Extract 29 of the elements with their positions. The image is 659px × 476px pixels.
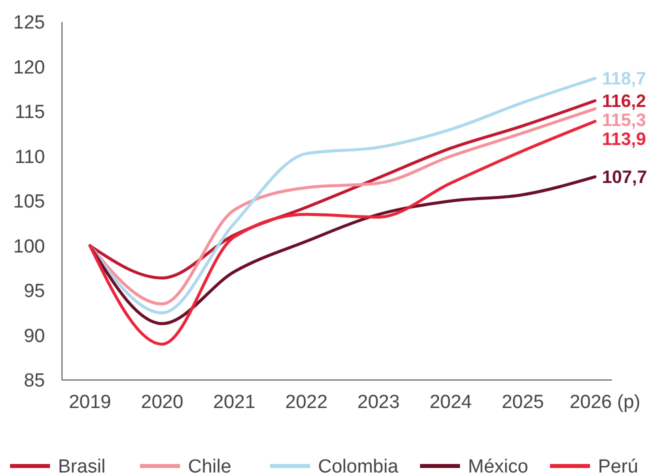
x-tick-label: 2021	[213, 392, 256, 413]
y-tick-label: 115	[14, 102, 45, 124]
data-label: 113,9	[602, 129, 646, 150]
y-tick-label: 125	[13, 12, 45, 34]
legend-label: Perú	[598, 456, 638, 476]
data-label: 118,7	[602, 68, 646, 89]
data-label: 116,2	[602, 91, 646, 112]
legend-label: México	[468, 456, 528, 476]
y-tick-label: 105	[13, 192, 45, 213]
x-tick-label: 2025	[502, 392, 544, 413]
line-series	[88, 175, 596, 326]
data-label: 115,3	[602, 110, 646, 130]
legend-label: Chile	[188, 456, 232, 476]
legend-label: Colombia	[318, 456, 399, 476]
y-tick-label: 85	[24, 370, 45, 392]
x-tick-label: 2019	[68, 392, 112, 413]
x-tick-label: 2022	[285, 392, 328, 413]
x-tick-label: 2020	[141, 392, 184, 413]
y-tick-label: 90	[24, 326, 45, 347]
x-tick-label: 2023	[357, 392, 400, 413]
line-series	[88, 120, 596, 346]
data-label: 107,7	[602, 167, 648, 188]
y-tick-label: 100	[13, 236, 45, 258]
x-tick-label: 2024	[430, 392, 472, 413]
legend-label: Brasil	[58, 456, 106, 476]
y-tick-label: 120	[13, 57, 45, 78]
y-tick-label: 110	[14, 146, 45, 168]
x-tick-label: 2026 (p)	[570, 392, 640, 413]
y-tick-label: 95	[24, 281, 45, 302]
